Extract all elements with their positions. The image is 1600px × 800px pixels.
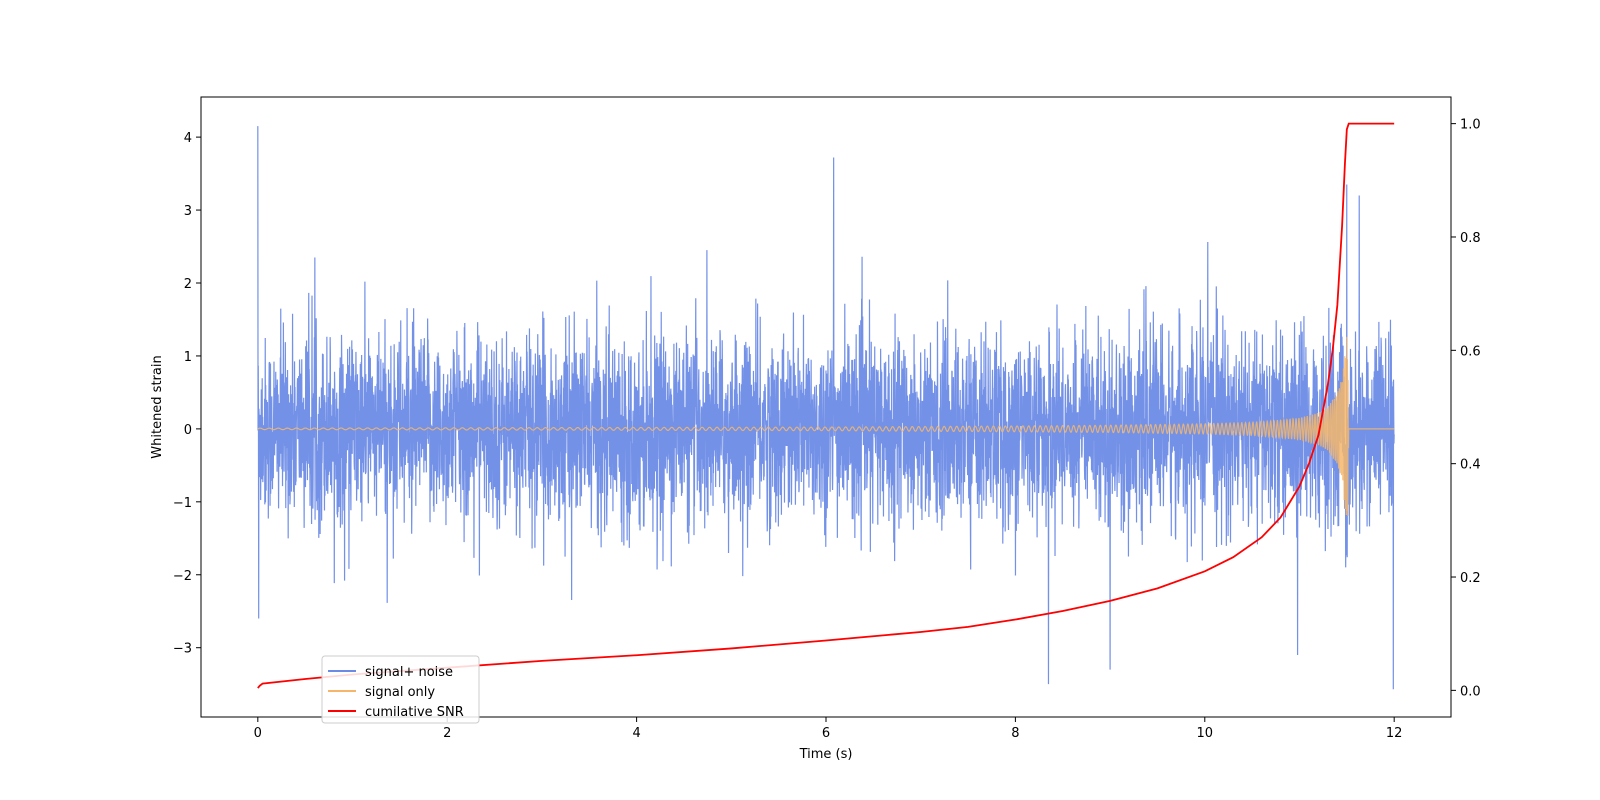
x-tick-label: 4 (632, 726, 640, 741)
y2-tick-label: 0.6 (1460, 344, 1481, 359)
y-axis-right: 0.0 0.2 0.4 0.6 0.8 1.0 (1451, 118, 1481, 699)
y2-tick-label: 1.0 (1460, 118, 1481, 133)
series-signal-plus-noise (257, 126, 1395, 690)
legend-label: signal+ noise (365, 665, 453, 680)
legend-frame (321, 655, 480, 724)
y2-tick-label: 0.4 (1460, 458, 1481, 473)
y-tick-label: 0 (184, 423, 192, 438)
y-axis-label: Whitened strain (150, 355, 165, 458)
x-tick-label: 6 (822, 726, 830, 741)
y-tick-label: 3 (184, 204, 192, 219)
x-tick-label: 8 (1011, 726, 1019, 741)
y-axis-left: −3 −2 −1 0 1 2 3 4 (173, 131, 201, 657)
y2-tick-label: 0.2 (1460, 571, 1481, 586)
x-tick-label: 10 (1197, 726, 1214, 741)
y-tick-label: 4 (184, 131, 192, 146)
legend-label: cumilative SNR (365, 705, 464, 720)
x-tick-label: 12 (1386, 726, 1403, 741)
y2-tick-label: 0.0 (1460, 684, 1481, 699)
x-tick-label: 2 (443, 726, 451, 741)
y2-tick-label: 0.8 (1460, 231, 1481, 246)
y-tick-label: 1 (184, 350, 192, 365)
y-tick-label: −2 (173, 569, 192, 584)
y-tick-label: −3 (173, 642, 192, 657)
y-tick-label: −1 (173, 496, 192, 511)
y-tick-label: 2 (184, 277, 192, 292)
legend-label: signal only (365, 685, 435, 700)
x-axis-label: Time (s) (799, 747, 853, 762)
legend: signal+ noise signal only cumilative SNR (321, 655, 480, 724)
x-tick-label: 0 (254, 726, 262, 741)
series-signal-only (257, 336, 1395, 516)
x-axis: 0 2 4 6 8 10 12 (254, 717, 1403, 741)
